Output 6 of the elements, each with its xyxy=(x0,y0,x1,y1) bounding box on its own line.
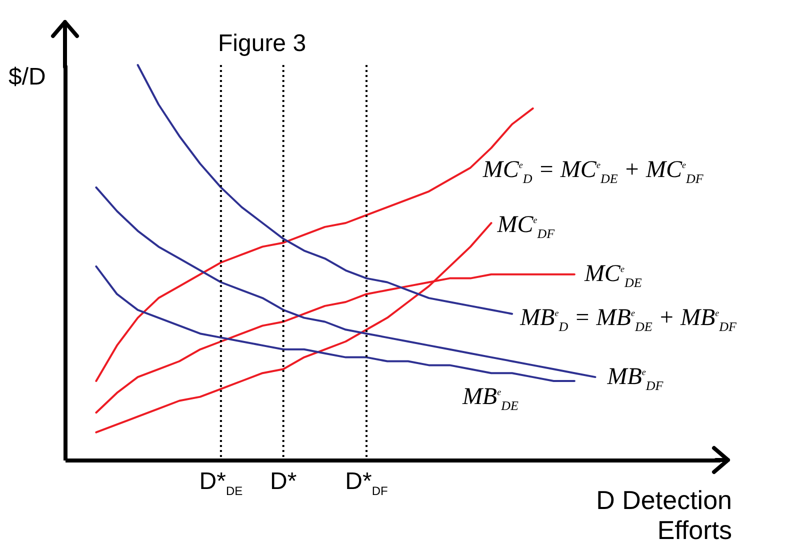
y-axis-title: $/D xyxy=(8,64,46,90)
chart-title: Figure 3 xyxy=(218,30,306,57)
x-tick-label: D*$_{DF}$ xyxy=(345,468,388,498)
x-tick-label: D* xyxy=(270,468,297,495)
x-tick-label: D*$_{DE}$ xyxy=(199,468,243,498)
x-axis-title: D Detection Efforts xyxy=(595,485,732,546)
